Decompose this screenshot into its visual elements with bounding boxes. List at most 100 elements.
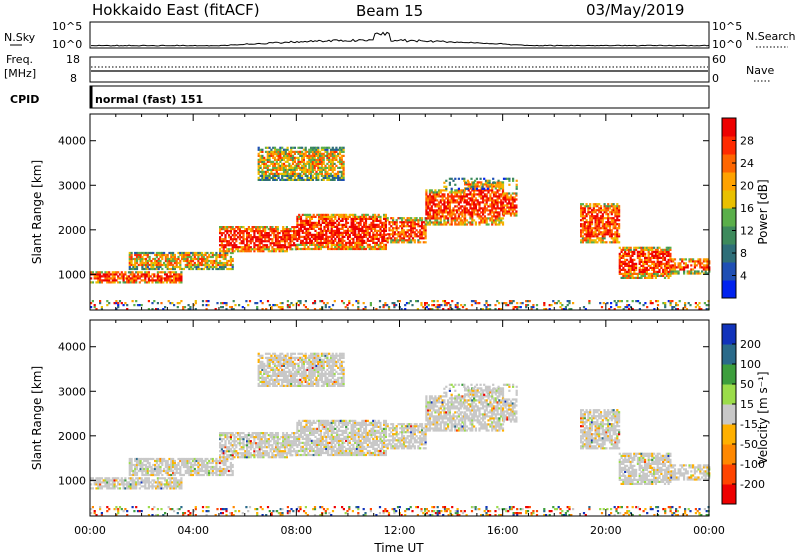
power-echo-cell <box>483 304 486 307</box>
power-echo-cell <box>618 209 621 212</box>
power-echo-cell <box>612 207 615 210</box>
power-echo-cell <box>420 223 424 226</box>
power-echo-cell <box>329 174 333 177</box>
power-echo-cell <box>297 178 300 181</box>
power-echo-cell <box>478 209 481 212</box>
power-echo-cell <box>308 148 311 151</box>
power-echo-cell <box>295 166 298 169</box>
power-echo-cell <box>504 210 507 213</box>
power-echo-cell <box>469 221 472 224</box>
velocity-echo-cell <box>118 483 122 486</box>
power-echo-cell <box>432 191 435 194</box>
power-echo-cell <box>122 304 125 307</box>
power-echo-cell <box>459 217 462 220</box>
power-echo-cell <box>441 211 444 214</box>
power-echo-cell <box>473 209 476 212</box>
power-echo-cell <box>361 247 364 251</box>
power-echo-cell <box>318 215 321 218</box>
power-echo-cell <box>276 236 279 239</box>
velocity-echo-cell <box>97 485 100 488</box>
power-echo-cell <box>658 256 661 259</box>
power-echo-cell <box>645 260 648 263</box>
velocity-echo-cell <box>117 481 120 484</box>
power-echo-cell <box>277 148 280 151</box>
power-echo-cell <box>335 148 338 151</box>
power-echo-cell <box>408 239 411 242</box>
power-echo-cell <box>331 148 334 151</box>
power-echo-cell <box>607 221 610 224</box>
power-echo-cell <box>487 304 490 307</box>
power-echo-cell <box>492 183 495 186</box>
power-echo-cell <box>701 270 704 273</box>
power-echo-cell <box>136 277 140 280</box>
velocity-echo-cell <box>142 479 145 482</box>
power-echo-cell <box>491 197 494 200</box>
power-echo-cell <box>286 164 289 167</box>
power-echo-cell <box>197 265 200 269</box>
power-echo-cell <box>504 200 507 203</box>
power-echo-cell <box>321 245 324 249</box>
velocity-echo-cell <box>160 483 163 486</box>
power-echo-cell <box>392 233 395 236</box>
power-echo-cell <box>436 219 439 222</box>
power-echo-cell <box>175 263 178 267</box>
power-echo-cell <box>240 226 243 229</box>
power-echo-cell <box>322 166 325 169</box>
power-echo-cell <box>377 245 380 249</box>
velocity-echo-cell <box>126 485 129 488</box>
power-echo-cell <box>266 168 269 171</box>
power-echo-cell <box>508 212 511 215</box>
power-echo-cell <box>375 229 378 232</box>
power-echo-cell <box>305 233 308 236</box>
velocity-echo-cell <box>93 481 96 484</box>
power-echo-cell <box>566 300 569 303</box>
power-echo-cell <box>325 231 328 234</box>
power-echo-cell <box>420 225 424 228</box>
power-echo-cell <box>134 261 137 265</box>
power-echo-cell <box>166 265 169 269</box>
power-echo-cell <box>658 252 661 255</box>
power-echo-cell <box>190 257 193 261</box>
power-echo-cell <box>663 256 667 259</box>
power-echo-cell <box>379 225 382 228</box>
power-echo-cell <box>492 181 495 184</box>
power-echo-cell <box>656 248 659 251</box>
power-echo-cell <box>277 156 280 159</box>
power-echo-cell <box>364 227 368 230</box>
power-echo-cell <box>642 260 645 263</box>
power-echo-cell <box>233 250 236 253</box>
power-echo-cell <box>436 203 439 206</box>
power-echo-cell <box>268 178 271 181</box>
power-echo-cell <box>202 267 205 271</box>
power-echo-cell <box>425 203 428 206</box>
power-echo-cell <box>613 308 616 311</box>
power-echo-cell <box>297 172 300 175</box>
power-echo-cell <box>473 201 476 204</box>
power-echo-cell <box>592 209 595 212</box>
power-echo-cell <box>698 302 701 305</box>
power-echo-cell <box>219 248 222 251</box>
power-echo-cell <box>330 217 333 220</box>
power-echo-cell <box>369 304 372 307</box>
power-echo-cell <box>506 212 509 215</box>
power-echo-cell <box>427 197 430 200</box>
power-echo-cell <box>279 302 282 305</box>
power-echo-cell <box>293 174 296 177</box>
power-echo-cell <box>465 209 468 212</box>
power-echo-cell <box>222 228 225 231</box>
power-echo-cell <box>478 215 481 218</box>
power-echo-cell <box>240 240 243 243</box>
velocity-echo-cell <box>141 463 144 467</box>
power-echo-cell <box>359 221 362 224</box>
power-echo-cell <box>697 272 700 275</box>
power-echo-cell <box>278 244 281 247</box>
power-echo-cell <box>492 203 496 206</box>
power-echo-cell <box>681 266 684 269</box>
power-echo-cell <box>249 248 252 251</box>
power-echo-cell <box>170 261 173 265</box>
power-echo-cell <box>278 250 281 253</box>
power-echo-cell <box>381 245 384 249</box>
power-echo-cell <box>324 176 327 179</box>
power-echo-cell <box>289 238 292 241</box>
power-echo-cell <box>439 205 442 208</box>
